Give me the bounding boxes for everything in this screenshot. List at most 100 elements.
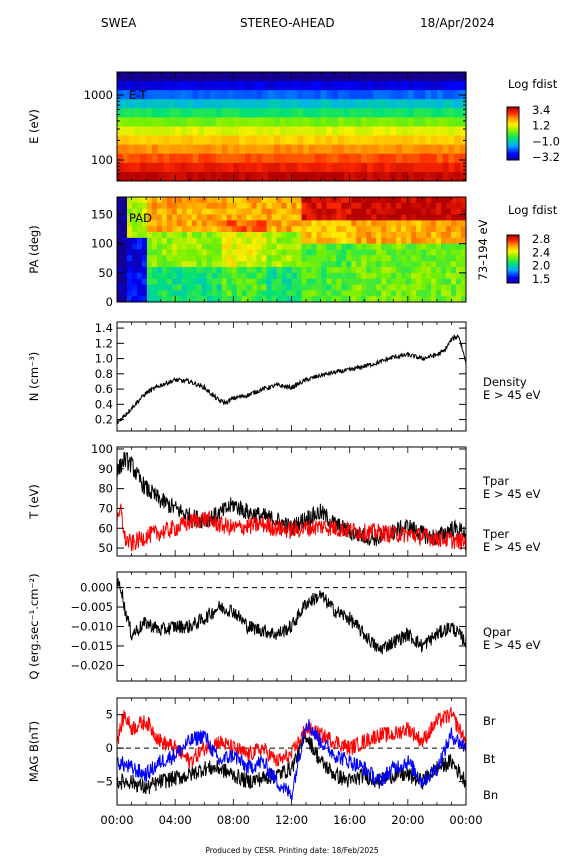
heatmap-cell — [401, 261, 407, 268]
heatmap-cell — [216, 220, 223, 227]
heatmap-cell — [141, 220, 148, 227]
heatmap-cell — [326, 202, 332, 210]
heatmap-cell — [161, 261, 168, 268]
heatmap-cell — [341, 232, 347, 239]
heatmap-cell — [140, 126, 147, 136]
heatmap-cell — [206, 290, 213, 297]
heatmap-cell — [121, 202, 128, 210]
heatmap-cell — [117, 255, 123, 262]
heatmap-cell — [376, 226, 382, 233]
y-tick-label: 1.0 — [95, 352, 113, 366]
heatmap-cell — [121, 237, 128, 245]
heatmap-cell — [321, 278, 327, 285]
heatmap-cell — [146, 81, 153, 91]
heatmap-cell — [201, 226, 208, 233]
heatmap-cell — [306, 214, 312, 221]
heatmap-cell — [411, 255, 417, 262]
heatmap-cell — [356, 243, 362, 250]
heatmap-cell — [216, 197, 223, 204]
heatmap-cell — [134, 171, 141, 182]
heatmap-cell — [201, 278, 208, 285]
heatmap-cell — [413, 162, 421, 173]
heatmap-cell — [241, 202, 248, 210]
heatmap-cell — [175, 162, 182, 173]
heatmap-cell — [176, 226, 183, 233]
heatmap-cell — [216, 255, 223, 262]
heatmap-cell — [268, 108, 275, 118]
heatmap-cell — [436, 208, 442, 215]
heatmap-cell — [181, 278, 188, 285]
heatmap-cell — [140, 171, 147, 182]
heatmap-cell — [151, 117, 159, 127]
heatmap-cell — [297, 162, 304, 173]
heatmap-cell — [227, 108, 234, 118]
colorbar-cell — [507, 132, 519, 134]
heatmap-cell — [332, 90, 339, 100]
heatmap-cell — [206, 278, 213, 285]
heatmap-cell — [276, 284, 283, 291]
heatmap-cell — [411, 220, 417, 227]
heatmap-cell — [436, 72, 444, 82]
heatmap-cell — [156, 272, 163, 280]
heatmap-cell — [331, 267, 337, 274]
heatmap-cell — [122, 81, 130, 91]
heatmap-cell — [351, 197, 357, 204]
heatmap-cell — [141, 267, 148, 274]
heatmap-cell — [271, 296, 278, 303]
heatmap-cell — [215, 135, 223, 146]
heatmap-cell — [146, 135, 153, 146]
heatmap-cell — [241, 226, 248, 233]
heatmap-cell — [251, 284, 258, 291]
heatmap-cell — [271, 202, 278, 210]
heatmap-cell — [381, 220, 387, 227]
series-sublabel-qpar: E > 45 eV — [483, 638, 541, 652]
heatmap-cell — [134, 72, 141, 82]
heatmap-cell — [210, 72, 217, 82]
heatmap-cell — [378, 144, 386, 155]
heatmap-cell — [431, 208, 437, 215]
heatmap-cell — [166, 278, 173, 285]
heatmap-cell — [308, 108, 316, 118]
heatmap-cell — [169, 144, 176, 155]
heatmap-cell — [291, 284, 297, 291]
heatmap-cell — [201, 249, 208, 256]
heatmap-cell — [301, 232, 307, 239]
heatmap-cell — [201, 267, 208, 274]
heatmap-cell — [186, 108, 194, 118]
heatmap-cell — [416, 278, 422, 285]
heatmap-cell — [346, 284, 352, 291]
heatmap-cell — [297, 135, 304, 146]
heatmap-cell — [411, 272, 417, 280]
heatmap-cell — [191, 249, 198, 256]
heatmap-cell — [306, 226, 312, 233]
heatmap-cell — [306, 278, 312, 285]
heatmap-cell — [271, 243, 278, 250]
heatmap-cell — [460, 126, 467, 136]
heatmap-cell — [151, 90, 159, 100]
heatmap-cell — [286, 220, 292, 227]
heatmap-cell — [176, 261, 183, 268]
heatmap-cell — [246, 267, 253, 274]
heatmap-cell — [117, 153, 124, 164]
heatmap-cell — [407, 108, 415, 118]
heatmap-cell — [378, 81, 386, 91]
heatmap-cell — [131, 237, 138, 245]
heatmap-cell — [431, 261, 437, 268]
colorbar-cell — [507, 142, 519, 145]
heatmap-cell — [376, 237, 382, 245]
heatmap-cell — [175, 135, 182, 146]
heatmap-cell — [381, 243, 387, 250]
heatmap-cell — [431, 220, 437, 227]
heatmap-cell — [227, 153, 234, 164]
colorbar-cell — [507, 280, 519, 283]
heatmap-cell — [451, 220, 457, 227]
colorbar-tick-label: 1.2 — [532, 119, 550, 133]
heatmap-cell — [314, 72, 322, 82]
colorbar-cell — [507, 245, 519, 248]
heatmap-cell — [256, 261, 263, 268]
heatmap-cell — [431, 272, 437, 280]
heatmap-cell — [161, 290, 168, 297]
colorbar-cell — [507, 110, 519, 113]
heatmap-cell — [136, 249, 143, 256]
heatmap-cell — [221, 278, 228, 285]
